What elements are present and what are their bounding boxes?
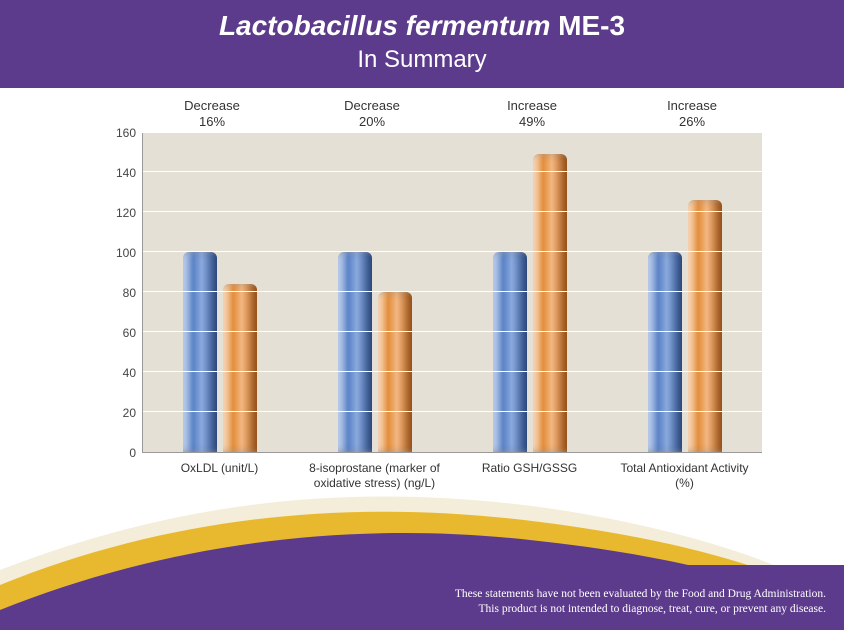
header: Lactobacillus fermentum ME-3 In Summary xyxy=(0,0,844,88)
bar-treatment xyxy=(533,154,567,452)
annot-percent: 20% xyxy=(302,114,442,130)
page-title: Lactobacillus fermentum ME-3 xyxy=(0,10,844,42)
y-axis: 020406080100120140160 xyxy=(82,133,140,453)
y-tick: 160 xyxy=(86,126,136,140)
x-label: Ratio GSH/GSSG xyxy=(460,461,600,491)
y-tick: 0 xyxy=(86,446,136,460)
y-tick: 20 xyxy=(86,406,136,420)
gridline xyxy=(143,251,762,252)
disclaimer-line-1: These statements have not been evaluated… xyxy=(455,587,826,603)
disclaimer-line-2: This product is not intended to diagnose… xyxy=(455,602,826,618)
y-tick: 80 xyxy=(86,286,136,300)
x-label: Total Antioxidant Activity (%) xyxy=(615,461,755,491)
chart-annotation: Decrease20% xyxy=(302,98,442,129)
annot-percent: 26% xyxy=(622,114,762,130)
bar-groups xyxy=(143,133,762,452)
title-suffix: ME-3 xyxy=(550,10,625,41)
annot-direction: Increase xyxy=(622,98,762,114)
bar-group xyxy=(615,200,755,452)
chart-annotation: Decrease16% xyxy=(142,98,282,129)
annot-direction: Decrease xyxy=(142,98,282,114)
x-axis-labels: OxLDL (unit/L) 8-isoprostane (marker of o… xyxy=(82,461,762,491)
annot-direction: Decrease xyxy=(302,98,442,114)
bar-baseline xyxy=(338,252,372,452)
annot-direction: Increase xyxy=(462,98,602,114)
bar-treatment xyxy=(688,200,722,452)
gridline xyxy=(143,291,762,292)
chart-annotations: Decrease16%Decrease20%Increase49%Increas… xyxy=(82,98,762,129)
gridline xyxy=(143,211,762,212)
annot-percent: 16% xyxy=(142,114,282,130)
plot-area xyxy=(142,133,762,453)
x-label: OxLDL (unit/L) xyxy=(150,461,290,491)
y-tick: 60 xyxy=(86,326,136,340)
bar-group xyxy=(460,154,600,452)
chart-annotation: Increase49% xyxy=(462,98,602,129)
chart-annotation: Increase26% xyxy=(622,98,762,129)
gridline xyxy=(143,371,762,372)
bar-treatment xyxy=(223,284,257,452)
bar-group xyxy=(150,252,290,452)
y-tick: 100 xyxy=(86,246,136,260)
disclaimer: These statements have not been evaluated… xyxy=(455,587,826,618)
gridline xyxy=(143,131,762,132)
chart: Decrease16%Decrease20%Increase49%Increas… xyxy=(82,98,762,491)
bar-baseline xyxy=(648,252,682,452)
title-italic: Lactobacillus fermentum xyxy=(219,10,550,41)
gridline xyxy=(143,411,762,412)
bar-baseline xyxy=(493,252,527,452)
bar-group xyxy=(305,252,445,452)
chart-plot: 020406080100120140160 xyxy=(82,133,762,453)
annot-percent: 49% xyxy=(462,114,602,130)
y-tick: 40 xyxy=(86,366,136,380)
y-tick: 140 xyxy=(86,166,136,180)
gridline xyxy=(143,171,762,172)
y-tick: 120 xyxy=(86,206,136,220)
bar-baseline xyxy=(183,252,217,452)
x-label: 8-isoprostane (marker of oxidative stres… xyxy=(305,461,445,491)
page-subtitle: In Summary xyxy=(0,46,844,74)
bar-treatment xyxy=(378,292,412,452)
gridline xyxy=(143,331,762,332)
